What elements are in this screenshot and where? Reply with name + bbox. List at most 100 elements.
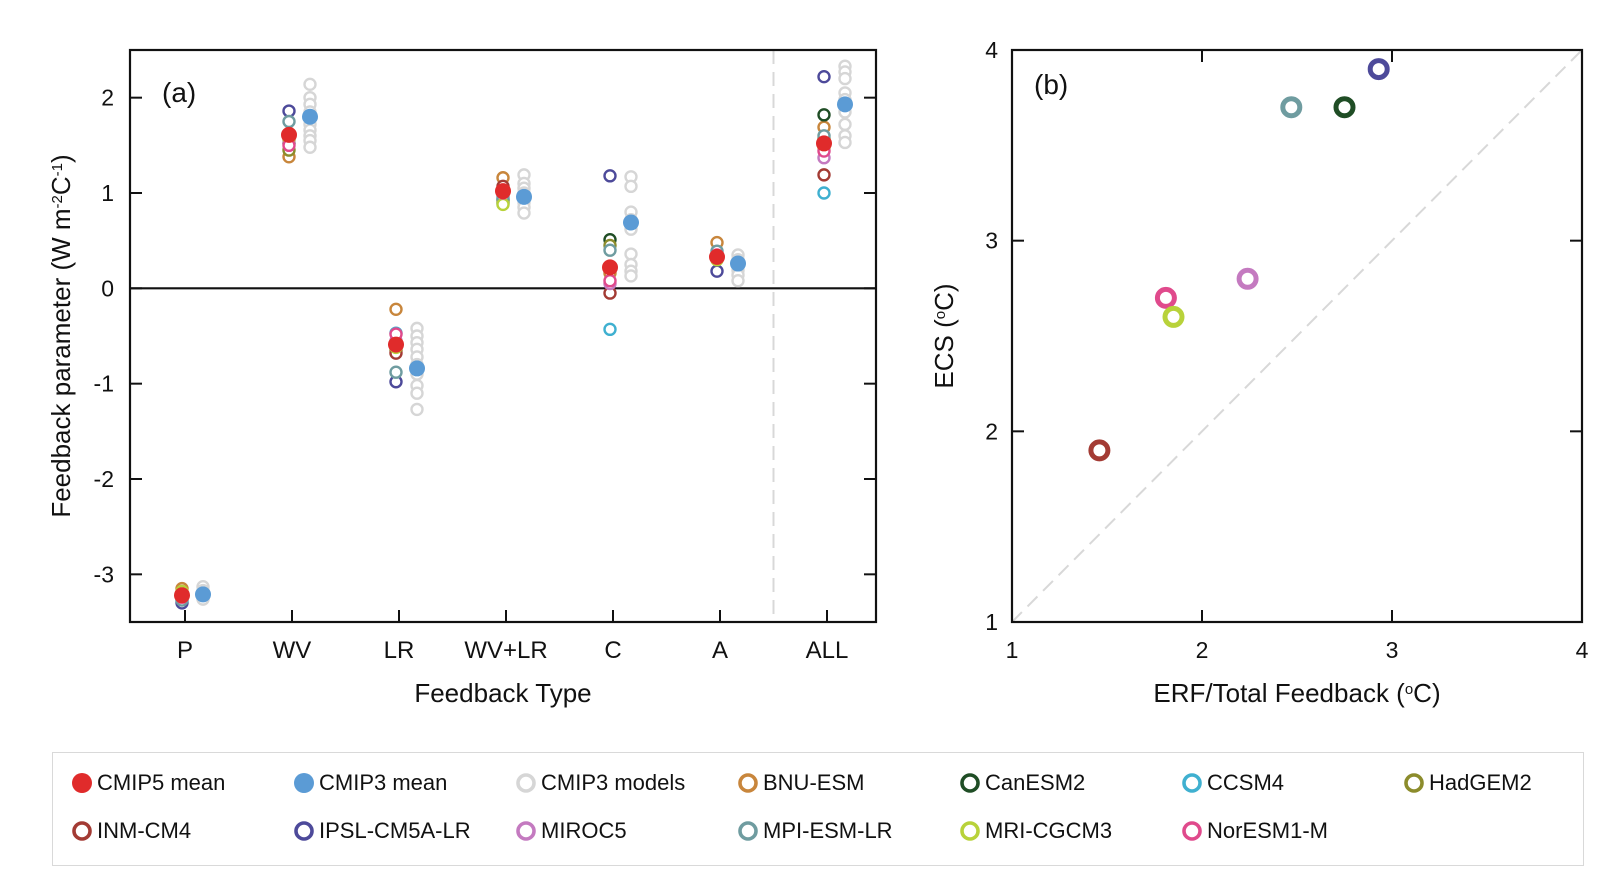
legend-label: CMIP3 models xyxy=(541,770,686,795)
legend-item-mpi-esm-lr: MPI-ESM-LR xyxy=(737,817,893,845)
legend-item-bnu-esm: BNU-ESM xyxy=(737,769,864,797)
legend-item-cmip3-models: CMIP3 models xyxy=(515,769,685,797)
legend-marker xyxy=(738,773,758,793)
legend-marker-icon xyxy=(516,773,536,793)
legend-marker xyxy=(960,773,980,793)
marker-cmip3-models xyxy=(838,71,852,86)
x-tick-label-b: 3 xyxy=(1386,637,1399,663)
y-tick-label-a: -2 xyxy=(94,466,114,492)
y-tick-label-b: 2 xyxy=(985,418,998,444)
legend-marker-icon xyxy=(294,773,314,793)
legend-label: CCSM4 xyxy=(1207,770,1285,795)
legend-marker xyxy=(72,821,92,841)
legend-item-canesm2: CanESM2 xyxy=(959,769,1085,797)
marker-cmip3-mean xyxy=(837,96,853,113)
category-label: A xyxy=(712,637,728,664)
legend-marker-icon xyxy=(294,821,314,841)
legend-marker xyxy=(960,821,980,841)
y-tick-label-b: 3 xyxy=(985,228,998,254)
marker-cmip3-models xyxy=(838,117,852,132)
x-axis-label-b: ERF/Total Feedback (oC) xyxy=(1153,678,1440,708)
marker-cmip3-mean xyxy=(195,586,211,603)
marker-cmip5-mean xyxy=(602,259,618,276)
marker-cmip3-models xyxy=(624,179,638,194)
panel-a-chart: -3 -2 -1 0 1 2 P WV LR WV+LR C A ALL (a) Feedback Type… xyxy=(46,48,878,708)
marker-cmip3-mean xyxy=(516,188,532,205)
legend-label: CMIP3 mean xyxy=(319,770,448,795)
marker-mri-cgcm3 xyxy=(496,197,510,212)
legend-label: NorESM1-M xyxy=(1207,818,1329,843)
marker-mpi-esm-lr xyxy=(603,243,617,257)
legend-marker-icon xyxy=(1182,821,1202,841)
marker-ccsm4 xyxy=(603,322,617,337)
marker-cmip5-mean xyxy=(174,587,190,604)
legend-marker xyxy=(72,773,92,793)
category-label: WV+LR xyxy=(464,637,547,664)
legend: CMIP5 mean CMIP3 mean CMIP3 models BNU-ESM C… xyxy=(52,752,1584,866)
y-axis-label-a: Feedback parameter (W m-2C-1) xyxy=(46,154,76,517)
marker-cmip3-models xyxy=(410,386,424,400)
panel-label-b: (b) xyxy=(1034,69,1068,100)
legend-marker xyxy=(294,821,314,841)
marker-ipsl-cm5a-lr xyxy=(817,69,831,84)
legend-item-mri-cgcm3: MRI-CGCM3 xyxy=(959,817,1112,845)
y-tick-label-a: -1 xyxy=(94,371,114,397)
marker-canesm2 xyxy=(817,108,831,122)
legend-item-ccsm4: CCSM4 xyxy=(1181,769,1284,797)
legend-marker-icon xyxy=(72,821,92,841)
point-inm-cm4 xyxy=(1088,439,1111,462)
marker-cmip3-models xyxy=(303,77,317,92)
marker-cmip3-models xyxy=(303,140,317,154)
legend-label: MIROC5 xyxy=(541,818,627,843)
legend-marker xyxy=(738,821,758,841)
legend-item-miroc5: MIROC5 xyxy=(515,817,627,845)
panel-label-a: (a) xyxy=(162,77,196,108)
legend-marker-icon xyxy=(738,821,758,841)
marker-cmip3-models xyxy=(731,274,745,288)
marker-cmip3-mean xyxy=(409,360,425,377)
legend-item-inm-cm4: INM-CM4 xyxy=(71,817,191,845)
marker-cmip3-mean xyxy=(730,255,746,272)
x-tick-label-b: 4 xyxy=(1576,637,1589,663)
legend-item-cmip5-mean: CMIP5 mean xyxy=(71,769,225,797)
legend-marker-icon xyxy=(738,773,758,793)
x-tick-label-b: 1 xyxy=(1006,637,1019,663)
marker-cmip5-mean xyxy=(495,183,511,200)
plot-frame-b xyxy=(1010,48,1584,624)
y-tick-label-a: 2 xyxy=(101,85,114,111)
marker-cmip3-mean xyxy=(302,108,318,125)
legend-label: MPI-ESM-LR xyxy=(763,818,893,843)
marker-cmip3-models xyxy=(838,135,852,150)
x-axis-label-a: Feedback Type xyxy=(414,678,591,708)
legend-item-noresm1-m: NorESM1-M xyxy=(1181,817,1328,845)
legend-label: IPSL-CM5A-LR xyxy=(319,818,471,843)
point-ipsl-cm5a-lr xyxy=(1367,58,1390,81)
marker-cmip5-mean xyxy=(281,126,297,143)
marker-ccsm4 xyxy=(817,186,831,200)
marker-mpi-esm-lr xyxy=(389,365,403,379)
plot-frame-a xyxy=(128,48,878,624)
legend-label: INM-CM4 xyxy=(97,818,192,843)
legend-item-cmip3-mean: CMIP3 mean xyxy=(293,769,447,797)
legend-item-ipsl-cm5a-lr: IPSL-CM5A-LR xyxy=(293,817,471,845)
panel-b-chart: 1 2 3 4 1 2 3 4 (b) ERF/Total Feedback (oC) ECS (o… xyxy=(929,37,1589,708)
legend-label: MRI-CGCM3 xyxy=(985,818,1113,843)
legend-marker-icon xyxy=(72,773,92,793)
legend-label: BNU-ESM xyxy=(763,770,865,795)
legend-marker-icon xyxy=(1404,773,1424,793)
y-tick-label-a: 0 xyxy=(101,275,114,301)
legend-marker-icon xyxy=(960,821,980,841)
legend-marker xyxy=(1182,773,1202,793)
marker-cmip3-models xyxy=(624,269,638,283)
legend-marker xyxy=(1182,821,1202,841)
category-label: P xyxy=(177,637,193,664)
legend-marker xyxy=(294,773,314,793)
x-tick-label-b: 2 xyxy=(1196,637,1209,663)
legend-marker xyxy=(516,773,536,793)
y-axis-label-b: ECS (oC) xyxy=(929,283,959,388)
marker-cmip5-mean xyxy=(816,135,832,152)
y-tick-label-a: 1 xyxy=(101,180,114,206)
point-noresm1-m xyxy=(1154,286,1177,309)
point-miroc5 xyxy=(1236,267,1259,290)
